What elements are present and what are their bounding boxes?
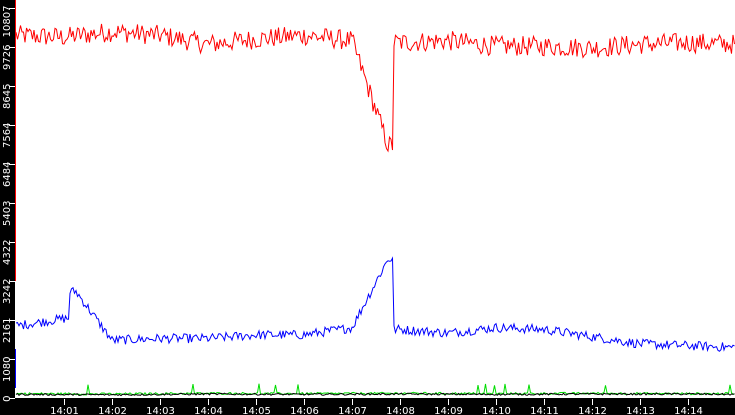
y-tick-label: 4322 — [2, 240, 13, 265]
series-group — [15, 23, 735, 397]
x-tick-label: 14:12 — [578, 406, 607, 415]
y-tick-label: 0 — [2, 396, 13, 402]
y-tick-label: 7564 — [2, 123, 13, 148]
y-axis: 0 1080 2161 3242 4322 5403 6484 7564 8645 9726 108… — [2, 0, 16, 402]
x-tick-label: 14:04 — [194, 406, 223, 415]
x-tick-label: 14:02 — [98, 406, 127, 415]
x-tick-label: 14:11 — [530, 406, 559, 415]
x-tick-label: 14:14 — [674, 406, 703, 415]
x-tick-label: 14:13 — [626, 406, 655, 415]
y-tick-label: 5403 — [2, 201, 13, 226]
x-tick-label: 14:01 — [50, 406, 79, 415]
series-black-line — [15, 392, 735, 397]
x-tick-label: 14:07 — [338, 406, 367, 415]
series-blue-line — [15, 256, 735, 353]
x-axis: 14:01 14:02 14:03 14:04 14:05 14:06 14:07 14:08… — [50, 399, 703, 415]
x-tick-label: 14:03 — [146, 406, 175, 415]
y-tick-label: 2161 — [2, 318, 13, 343]
y-tick-label: 8645 — [2, 84, 13, 109]
y-tick-label: 3242 — [2, 279, 13, 304]
x-tick-label: 14:09 — [434, 406, 463, 415]
x-tick-label: 14:10 — [482, 406, 511, 415]
y-tick-label: 6484 — [2, 162, 13, 187]
y-tick-label: 9726 — [2, 45, 13, 70]
x-tick-label: 14:05 — [242, 406, 271, 415]
plot-area — [15, 0, 735, 399]
series-red-line — [15, 23, 735, 153]
x-tick-label: 14:08 — [386, 406, 415, 415]
x-tick-label: 14:06 — [290, 406, 319, 415]
y-tick-label: 1080 — [2, 357, 13, 382]
y-tick-label: 10807 — [2, 6, 13, 38]
